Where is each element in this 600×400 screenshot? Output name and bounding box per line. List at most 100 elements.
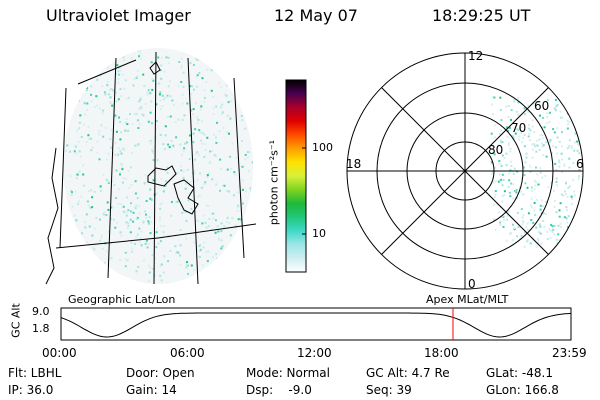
speckle-dot: [250, 279, 253, 282]
speckle-dot: [117, 98, 120, 101]
speckle-dot: [225, 63, 228, 66]
speckle-dot: [88, 271, 91, 273]
speckle-dot: [134, 206, 137, 209]
speckle-dot: [83, 88, 86, 91]
speckle-dot: [204, 221, 207, 224]
speckle-dot: [197, 118, 200, 121]
speckle-dot: [198, 194, 201, 197]
speckle-dot: [198, 255, 201, 258]
speckle-dot: [565, 181, 567, 184]
speckle-dot: [531, 125, 534, 128]
speckle-dot: [572, 178, 575, 181]
speckle-dot: [239, 84, 242, 87]
speckle-dot: [96, 63, 98, 66]
time-tick: 23:59: [552, 346, 587, 360]
speckle-dot: [119, 173, 121, 176]
speckle-dot: [181, 211, 184, 214]
speckle-dot: [508, 191, 511, 194]
speckle-dot: [552, 128, 555, 131]
speckle-dot: [153, 257, 156, 260]
speckle-dot: [181, 93, 184, 96]
speckle-dot: [140, 230, 143, 233]
speckle-dot: [84, 226, 87, 229]
speckle-dot: [122, 210, 125, 213]
speckle-dot: [499, 96, 502, 99]
speckle-dot: [523, 245, 526, 248]
speckle-dot: [256, 155, 258, 157]
speckle-dot: [63, 220, 66, 222]
speckle-dot: [150, 142, 153, 145]
speckle-dot: [169, 115, 172, 118]
speckle-dot: [83, 257, 86, 260]
speckle-dot: [524, 182, 527, 185]
speckle-dot: [219, 167, 222, 170]
speckle-dot: [143, 182, 146, 185]
speckle-dot: [502, 179, 505, 182]
speckle-dot: [165, 96, 168, 99]
speckle-dot: [558, 209, 561, 212]
speckle-dot: [114, 154, 117, 156]
speckle-dot: [238, 185, 240, 188]
speckle-dot: [515, 189, 518, 191]
speckle-dot: [111, 103, 114, 106]
speckle-dot: [93, 190, 96, 193]
speckle-dot: [80, 249, 82, 252]
speckle-dot: [513, 227, 516, 230]
speckle-dot: [556, 241, 559, 244]
speckle-dot: [537, 183, 540, 186]
speckle-dot: [586, 162, 588, 164]
speckle-dot: [492, 96, 494, 99]
speckle-dot: [249, 268, 252, 271]
speckle-dot: [166, 115, 169, 118]
speckle-dot: [185, 266, 188, 269]
speckle-dot: [120, 131, 123, 134]
speckle-dot: [201, 222, 204, 225]
speckle-dot: [511, 135, 514, 137]
speckle-dot: [546, 238, 549, 241]
speckle-dot: [564, 193, 567, 196]
speckle-dot: [105, 178, 108, 181]
speckle-dot: [570, 146, 573, 149]
speckle-dot: [63, 241, 66, 243]
speckle-dot: [58, 53, 60, 55]
speckle-dot: [113, 183, 116, 186]
speckle-dot: [66, 144, 69, 147]
speckle-dot: [200, 139, 203, 142]
speckle-dot: [577, 240, 580, 242]
speckle-dot: [107, 66, 110, 69]
speckle-dot: [122, 205, 125, 208]
speckle-dot: [151, 254, 154, 257]
speckle-dot: [209, 276, 212, 279]
speckle-dot: [589, 123, 590, 125]
speckle-dot: [63, 93, 64, 96]
speckle-dot: [576, 219, 579, 222]
speckle-dot: [576, 140, 579, 143]
speckle-dot: [542, 144, 545, 147]
speckle-dot: [102, 213, 105, 216]
speckle-dot: [502, 226, 505, 228]
speckle-dot: [573, 141, 576, 144]
speckle-dot: [249, 203, 252, 206]
speckle-dot: [583, 120, 585, 122]
speckle-dot: [241, 202, 244, 205]
speckle-dot: [123, 87, 126, 90]
speckle-dot: [106, 84, 109, 87]
speckle-dot: [493, 96, 496, 99]
mlt-label-18: 18: [346, 157, 361, 171]
speckle-dot: [192, 64, 195, 66]
speckle-dot: [549, 111, 551, 114]
speckle-dot: [229, 155, 232, 158]
ring-label-60: 60: [534, 99, 549, 113]
speckle-dot: [138, 212, 141, 215]
speckle-dot: [126, 259, 129, 262]
speckle-dot: [163, 70, 166, 73]
speckle-dot: [99, 189, 102, 192]
speckle-dot: [529, 129, 532, 132]
speckle-dot: [583, 229, 585, 231]
speckle-dot: [145, 213, 147, 216]
speckle-dot: [505, 218, 508, 221]
speckle-dot: [572, 100, 575, 103]
speckle-dot: [535, 226, 538, 229]
speckle-dot: [92, 74, 95, 77]
speckle-dot: [512, 239, 515, 242]
